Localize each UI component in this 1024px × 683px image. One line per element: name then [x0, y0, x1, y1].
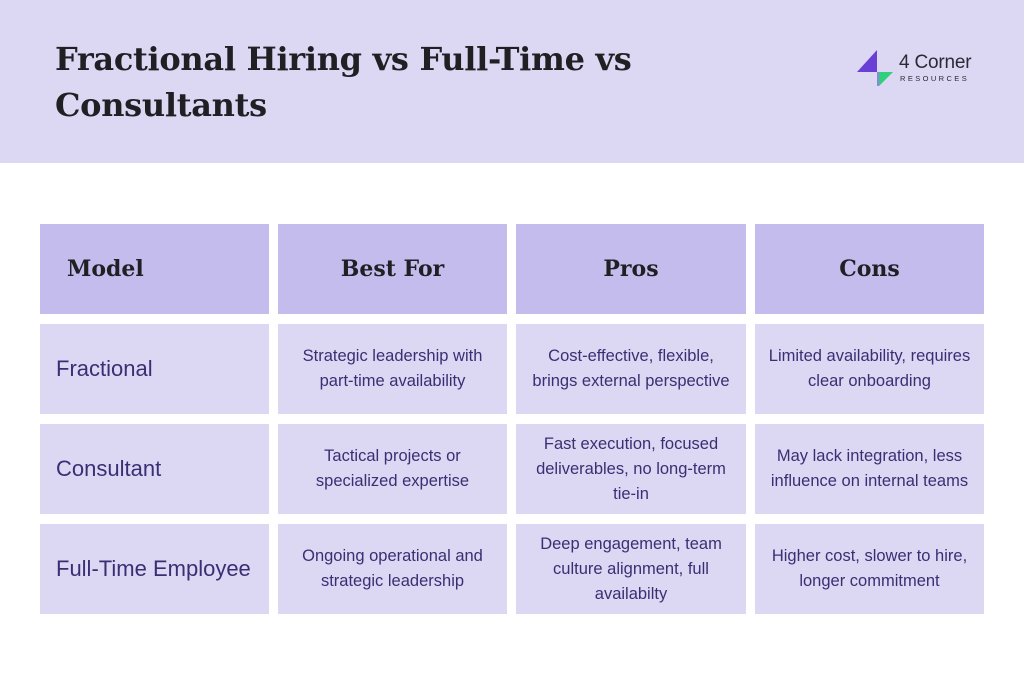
- header-banner: Fractional Hiring vs Full-Time vs Consul…: [0, 0, 1024, 163]
- row-fractional-model: Fractional: [40, 324, 269, 414]
- company-logo: 4 Corner RESOURCES: [857, 50, 987, 86]
- row-fractional-best-for: Strategic leadership with part-time avai…: [278, 324, 507, 414]
- row-consultant-model: Consultant: [40, 424, 269, 514]
- corner-logo-icon: [857, 50, 893, 86]
- row-full-time-model: Full-Time Employee: [40, 524, 269, 614]
- row-full-time-pros: Deep engagement, team culture alignment,…: [516, 524, 746, 614]
- column-header-best-for: Best For: [278, 224, 507, 314]
- row-consultant-pros: Fast execution, focused deliverables, no…: [516, 424, 746, 514]
- row-full-time-cons: Higher cost, slower to hire, longer comm…: [755, 524, 984, 614]
- column-header-pros: Pros: [516, 224, 746, 314]
- row-full-time-best-for: Ongoing operational and strategic leader…: [278, 524, 507, 614]
- column-header-model: Model: [40, 224, 269, 314]
- column-header-cons: Cons: [755, 224, 984, 314]
- logo-name: 4 Corner: [899, 52, 972, 73]
- row-consultant-cons: May lack integration, less influence on …: [755, 424, 984, 514]
- row-consultant-best-for: Tactical projects or specialized experti…: [278, 424, 507, 514]
- row-fractional-cons: Limited availability, requires clear onb…: [755, 324, 984, 414]
- page-title: Fractional Hiring vs Full-Time vs Consul…: [55, 40, 632, 124]
- row-fractional-pros: Cost-effective, flexible, brings externa…: [516, 324, 746, 414]
- logo-subtitle: RESOURCES: [900, 74, 970, 83]
